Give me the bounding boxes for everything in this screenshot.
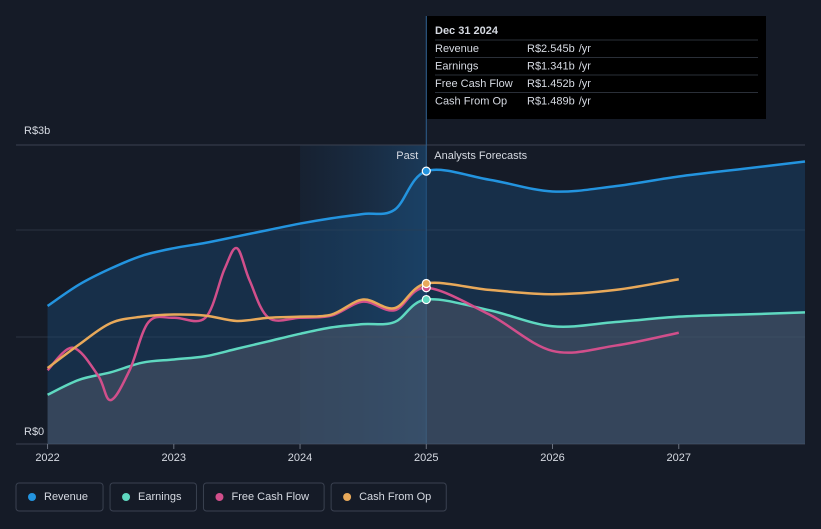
legend-swatch: [28, 493, 36, 501]
tooltip-unit: /yr: [579, 78, 592, 90]
x-tick-label: 2026: [540, 452, 564, 464]
x-tick-label: 2025: [414, 452, 438, 464]
tooltip-unit: /yr: [579, 60, 592, 72]
y-tick-label: R$0: [24, 426, 44, 438]
legend-item[interactable]: Revenue: [15, 482, 104, 512]
label-layer: R$0 R$3b 2022 2023 2024 2025 2026 2027 Past Analy…: [15, 16, 766, 512]
tooltip-label: Revenue: [435, 43, 479, 55]
tooltip-label: Earnings: [435, 60, 479, 72]
legend-swatch: [122, 493, 131, 501]
tooltip-title: Dec 31 2024: [435, 25, 499, 37]
legend-item[interactable]: Free Cash Flow: [202, 482, 325, 512]
tooltip: Dec 31 2024 Revenue R$2.545b/yr Earnings R$1…: [427, 16, 766, 119]
y-tick-label: R$3b: [24, 125, 50, 137]
series-line: [47, 298, 806, 396]
divider-point: [421, 166, 431, 176]
legend-button[interactable]: [15, 482, 104, 512]
forecast-label: Analysts Forecasts: [434, 150, 527, 162]
legend-label: Earnings: [138, 491, 182, 503]
line-layer: [46, 160, 806, 402]
legend-label: Free Cash Flow: [231, 491, 309, 503]
series-line: [46, 160, 806, 308]
tooltip-label: Cash From Op: [435, 95, 507, 107]
x-tick-label: 2022: [35, 452, 59, 464]
legend-button[interactable]: [202, 482, 325, 512]
tooltip-unit: /yr: [579, 95, 592, 107]
legend-swatch: [215, 493, 224, 501]
legend-button[interactable]: [330, 482, 447, 512]
tooltip-label: Free Cash Flow: [435, 78, 513, 90]
tooltip-box: [427, 16, 766, 119]
legend-item[interactable]: Earnings: [109, 482, 197, 512]
x-tick-label: 2027: [667, 452, 691, 464]
series-line: [46, 246, 680, 402]
x-tick-label: 2024: [288, 452, 312, 464]
legend-swatch: [343, 493, 352, 501]
tooltip-unit: /yr: [579, 43, 592, 55]
legend-button[interactable]: [109, 482, 197, 512]
tooltip-value: R$1.452b: [527, 78, 575, 90]
legend-label: Cash From Op: [359, 491, 431, 503]
tooltip-value: R$1.489b: [527, 95, 575, 107]
series-line: [46, 277, 679, 370]
legend-item[interactable]: Cash From Op: [330, 482, 447, 512]
legend-label: Revenue: [44, 491, 88, 503]
past-label: Past: [396, 150, 418, 162]
tooltip-value: R$2.545b: [527, 43, 575, 55]
divider-point: [421, 294, 431, 305]
series-area: [47, 299, 806, 444]
divider-point: [421, 278, 431, 289]
tooltip-value: R$1.341b: [527, 60, 575, 72]
x-tick-label: 2023: [162, 452, 186, 464]
